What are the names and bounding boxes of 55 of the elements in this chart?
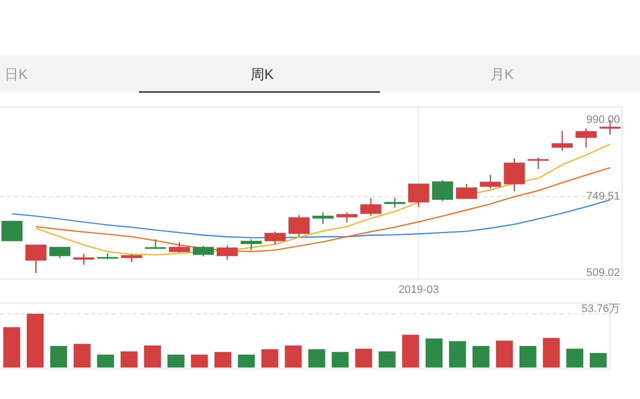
y-tick-label: 990.00 <box>586 114 620 126</box>
bar <box>120 351 138 368</box>
bar <box>496 340 513 368</box>
candlestick <box>432 180 454 202</box>
bar <box>519 346 536 368</box>
text: 周K <box>250 66 274 82</box>
bar <box>566 348 584 368</box>
candlestick <box>504 158 525 192</box>
candlestick <box>360 198 382 216</box>
candlestick <box>456 183 478 200</box>
candlestick <box>97 252 118 260</box>
candlestick <box>336 212 358 224</box>
candlestick <box>168 242 190 254</box>
candlestick <box>288 214 310 238</box>
bar <box>261 349 278 368</box>
bar <box>190 354 208 368</box>
bar <box>355 348 372 368</box>
bar <box>97 354 114 368</box>
bar <box>238 354 255 368</box>
candlestick <box>576 128 597 148</box>
bar <box>402 334 420 368</box>
bar <box>308 349 326 368</box>
candlestick <box>384 197 406 208</box>
candlestick <box>192 245 214 258</box>
candlestick <box>528 156 549 170</box>
candlestick <box>480 174 501 189</box>
candlestick <box>552 130 573 152</box>
text: 日K <box>4 66 28 82</box>
bar <box>50 346 68 368</box>
bar <box>449 341 466 368</box>
text: 月K <box>490 66 514 82</box>
bar <box>426 338 442 368</box>
y-tick-label: 509.02 <box>586 266 620 279</box>
bar <box>214 352 232 368</box>
ref-line-label: 53.76万 <box>581 302 620 315</box>
bar <box>590 352 607 368</box>
y-tick-label: 749.51 <box>586 190 620 202</box>
candlestick <box>408 183 430 208</box>
candlestick <box>216 244 238 260</box>
bar <box>472 346 490 368</box>
bar <box>332 352 349 368</box>
bar <box>168 354 184 368</box>
bar <box>3 327 20 368</box>
candlestick <box>25 244 46 274</box>
candlestick <box>312 212 334 225</box>
bar <box>144 345 161 368</box>
bar <box>74 344 91 368</box>
x-tick-label: 2019-03 <box>398 284 439 296</box>
bar <box>542 338 560 368</box>
candlestick <box>264 231 286 246</box>
bar <box>26 314 44 368</box>
bar <box>378 351 396 368</box>
bar <box>284 345 302 368</box>
candlestick <box>240 238 262 251</box>
candlestick <box>73 253 94 266</box>
